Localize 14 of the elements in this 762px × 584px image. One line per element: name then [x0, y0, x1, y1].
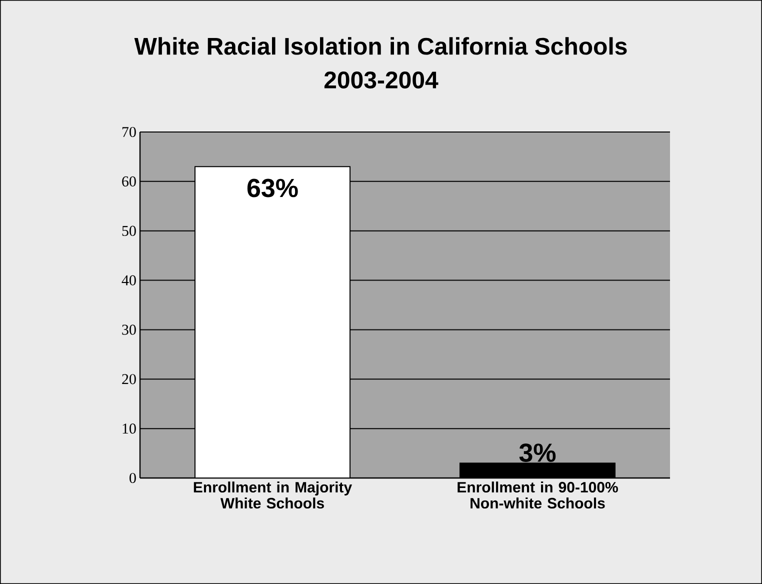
chart-title: White Racial Isolation in California Schools: [134, 37, 627, 55]
x-tick-label: Enrollment in 90-100% Non-white Schools: [458, 482, 618, 509]
y-tick-label: 40: [122, 275, 136, 286]
data-label: 63%: [247, 178, 298, 198]
y-tick-label: 10: [122, 424, 136, 434]
y-tick-label: 30: [122, 324, 136, 335]
data-label: 3%: [519, 444, 556, 462]
y-tick-label: 70: [122, 126, 136, 138]
x-tick-label: Enrollment in Majority White Schools: [194, 482, 352, 509]
chart-subtitle: 2003-2004: [324, 71, 438, 89]
y-tick-label: 60: [122, 176, 136, 186]
y-tick-label: 0: [130, 472, 136, 484]
y-tick-label: 50: [122, 226, 136, 236]
y-tick-label: 20: [122, 374, 136, 384]
